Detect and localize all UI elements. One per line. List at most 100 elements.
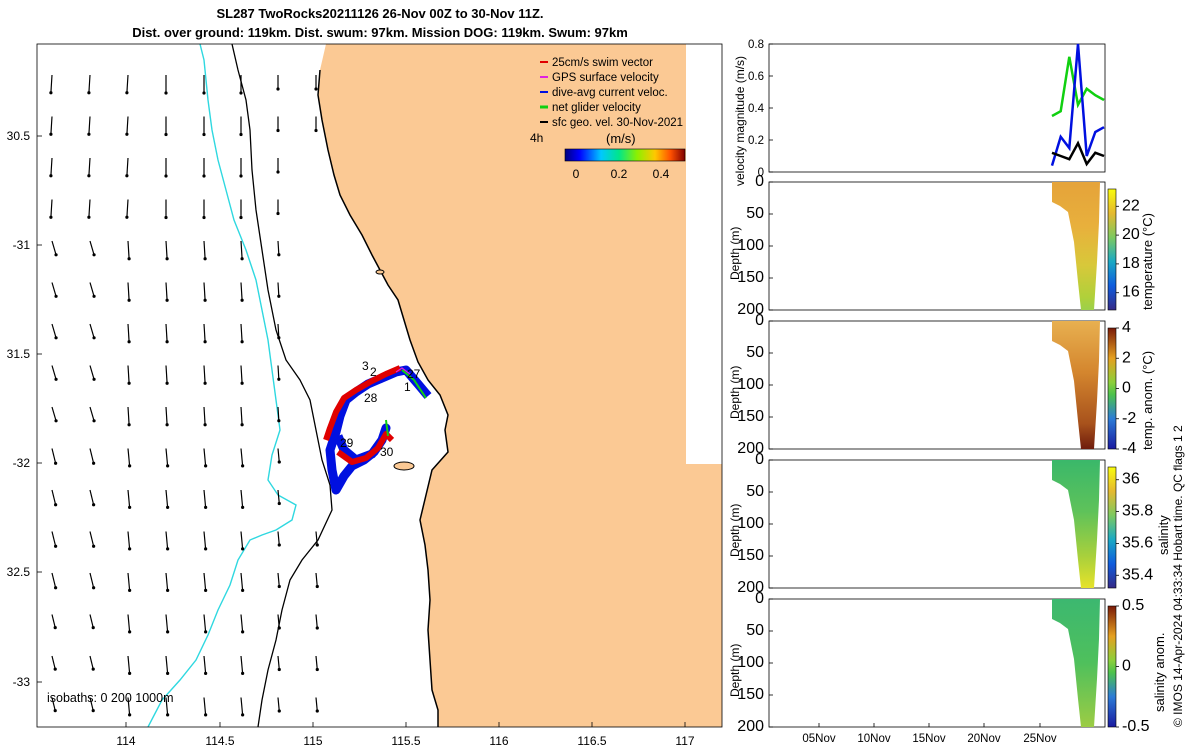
- velocity-arrow-head: [276, 128, 280, 133]
- velocity-arrow-head: [277, 336, 281, 340]
- velocity-arrow-head: [202, 215, 206, 220]
- velocity-arrow: [203, 282, 206, 301]
- velocity-arrow: [165, 448, 169, 466]
- velocity-arrow: [240, 489, 244, 508]
- velocity-arrow-head: [49, 215, 53, 219]
- map-y-ticks: 30.5 -31 31.5 -32 32.5 -33: [7, 129, 42, 689]
- colorbar-tick-label: 0.4: [653, 167, 670, 181]
- velocity-arrow-head: [277, 667, 281, 672]
- velocity-arrow-head: [276, 87, 280, 91]
- velocity-arrow: [51, 323, 57, 338]
- velocity-colorbar: [564, 148, 686, 162]
- velocity-ylabel: velocity magnitude (m/s): [733, 55, 747, 186]
- colorbar-tick-label: 0.2: [611, 167, 628, 181]
- velocity-arrow: [89, 697, 94, 711]
- velocity-arrow-head: [240, 257, 244, 261]
- velocity-arrow-head: [54, 294, 58, 298]
- depth-tick-label: 100: [737, 237, 764, 254]
- velocity-arrow: [127, 489, 131, 508]
- velocity-arrow: [51, 572, 57, 588]
- depth-tick-label: 200: [737, 301, 764, 318]
- velocity-arrow-head: [277, 253, 281, 257]
- velocity-arrow: [165, 697, 169, 715]
- depth-tick-label: 200: [737, 579, 764, 596]
- section-data-field: [1052, 460, 1100, 588]
- velocity-arrow-head: [204, 547, 208, 551]
- y-tick-label: 32.5: [7, 565, 31, 579]
- velocity-arrow: [88, 74, 91, 93]
- colorbar-tick-label: 36: [1122, 471, 1140, 488]
- depth-label-3: Depth (m): [728, 503, 742, 557]
- velocity-arrow-head: [277, 709, 281, 713]
- velocity-arrow: [165, 406, 168, 425]
- velocity-arrow: [277, 697, 280, 712]
- velocity-arrow-head: [204, 671, 208, 675]
- velocity-arrow: [315, 697, 318, 712]
- velocity-arrow-head: [92, 461, 96, 465]
- x-tick-label: 116.5: [577, 734, 606, 748]
- velocity-arrow-head: [204, 505, 208, 509]
- section-panel: 0 50 100 150 200 0.5 0 -0.5: [737, 590, 1149, 735]
- velocity-arrow-head: [241, 505, 245, 509]
- velocity-arrow: [127, 406, 130, 425]
- depth-tick-label: 0: [755, 173, 764, 190]
- map-frame: [36, 43, 723, 728]
- velocity-arrow-head: [241, 547, 245, 551]
- velocity-arrow: [50, 116, 53, 135]
- velocity-arrow-head: [125, 91, 129, 95]
- velocity-arrow-head: [54, 461, 58, 465]
- velocity-arrow: [89, 240, 95, 255]
- velocity-arrow: [52, 739, 55, 750]
- velocity-arrow-head: [277, 584, 281, 589]
- velocity-y-tick-label: 0: [758, 167, 764, 179]
- velocity-arrow: [240, 323, 243, 342]
- velocity-arrow: [241, 739, 243, 750]
- velocity-arrow: [89, 489, 95, 505]
- velocity-arrow-head: [241, 588, 245, 592]
- velocity-arrow-head: [277, 460, 281, 464]
- velocity-arrow: [165, 323, 168, 342]
- velocity-arrow-head: [54, 336, 58, 340]
- colorbar-tick-label: 20: [1122, 226, 1140, 243]
- velocity-arrow: [203, 655, 207, 674]
- x-tick-label: 116: [489, 734, 508, 748]
- depth-tick-label: 0: [755, 590, 764, 607]
- time-tick-label: 05Nov: [802, 733, 835, 745]
- land-area: [318, 44, 722, 727]
- velocity-arrow-head: [92, 586, 96, 590]
- velocity-arrow: [165, 489, 169, 508]
- velocity-arrow: [50, 157, 53, 176]
- velocity-arrow-head: [314, 128, 318, 133]
- velocity-arrow: [277, 323, 280, 338]
- day-label: 3: [362, 359, 369, 373]
- colorbar-label: (m/s): [606, 131, 636, 146]
- velocity-arrow-head: [165, 298, 169, 302]
- velocity-arrow-head: [165, 340, 169, 344]
- time-tick-label: 15Nov: [912, 733, 945, 745]
- velocity-arrow-head: [92, 503, 96, 507]
- section-colorbar: [1107, 188, 1117, 311]
- velocity-arrow: [278, 739, 279, 750]
- velocity-arrow-head: [314, 87, 318, 91]
- velocity-arrow: [51, 365, 57, 380]
- velocity-arrow-head: [87, 91, 91, 95]
- y-tick-label: -33: [13, 675, 31, 689]
- velocity-arrow-head: [49, 174, 53, 178]
- velocity-arrow-head: [53, 626, 57, 630]
- velocity-arrow-head: [166, 464, 170, 468]
- legend-gps: GPS surface velocity: [552, 72, 659, 84]
- velocity-arrow-head: [91, 709, 95, 713]
- velocity-arrow: [240, 240, 243, 259]
- section-frame: [768, 598, 1106, 728]
- velocity-arrow: [51, 406, 57, 421]
- velocity-arrow-head: [166, 547, 170, 551]
- section-panel: 0 50 100 150 200 36 35.8 35.6 35.4: [737, 451, 1153, 596]
- velocity-arrow: [240, 614, 244, 632]
- velocity-arrow: [89, 655, 94, 670]
- velocity-arrow-head: [91, 626, 95, 630]
- velocity-arrow: [127, 614, 131, 632]
- velocity-arrow-head: [87, 174, 91, 178]
- time-x-ticks: 05Nov 10Nov 15Nov 20Nov 25Nov: [802, 723, 1057, 745]
- velocity-arrow-head: [164, 91, 168, 95]
